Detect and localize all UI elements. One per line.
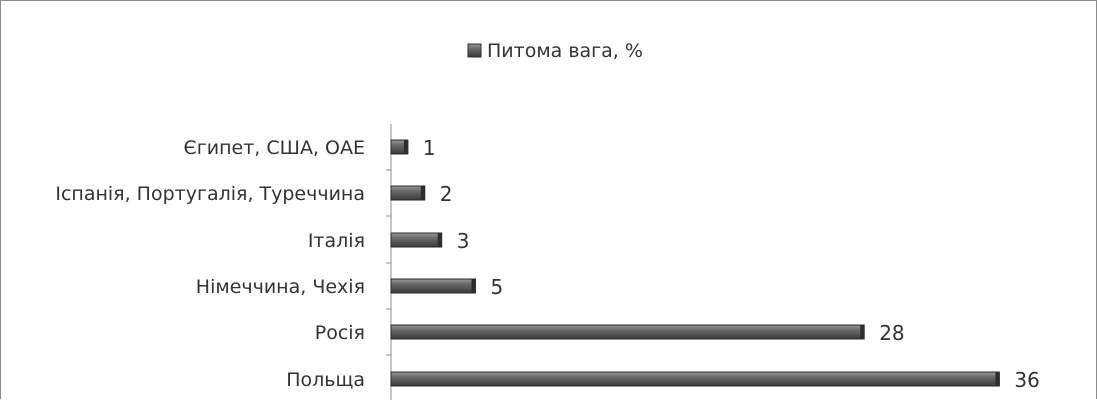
bar xyxy=(390,324,865,340)
category-label: Іспанія, Португалія, Туреччина xyxy=(55,183,365,205)
category-labels: Єгипет, США, ОАЕ Іспанія, Португалія, Тур… xyxy=(55,137,391,391)
legend-swatch xyxy=(467,43,482,58)
bar xyxy=(390,371,1000,387)
bar-end-cap xyxy=(471,279,476,293)
bar xyxy=(390,278,476,294)
data-label: 1 xyxy=(423,136,436,160)
legend-label: Питома вага, % xyxy=(487,40,643,62)
bar xyxy=(390,185,426,201)
bar-end-cap xyxy=(420,186,425,200)
category-label: Єгипет, США, ОАЕ xyxy=(184,137,365,159)
data-label: 28 xyxy=(879,321,904,345)
data-label: 3 xyxy=(457,229,470,253)
category-label: Італія xyxy=(308,230,365,252)
category-label: Росія xyxy=(315,322,365,344)
data-label: 5 xyxy=(491,275,504,299)
category-label: Польща xyxy=(286,369,365,391)
bars xyxy=(390,139,1000,387)
data-label: 36 xyxy=(1014,368,1039,392)
bar xyxy=(390,232,443,248)
bar-end-cap xyxy=(860,325,865,339)
bar-end-cap xyxy=(403,140,408,154)
legend: Питома вага, % xyxy=(467,40,643,62)
bar-end-cap xyxy=(995,372,1000,386)
category-label: Німеччина, Чехія xyxy=(196,276,365,298)
data-label: 2 xyxy=(440,182,453,206)
bar-end-cap xyxy=(437,233,442,247)
